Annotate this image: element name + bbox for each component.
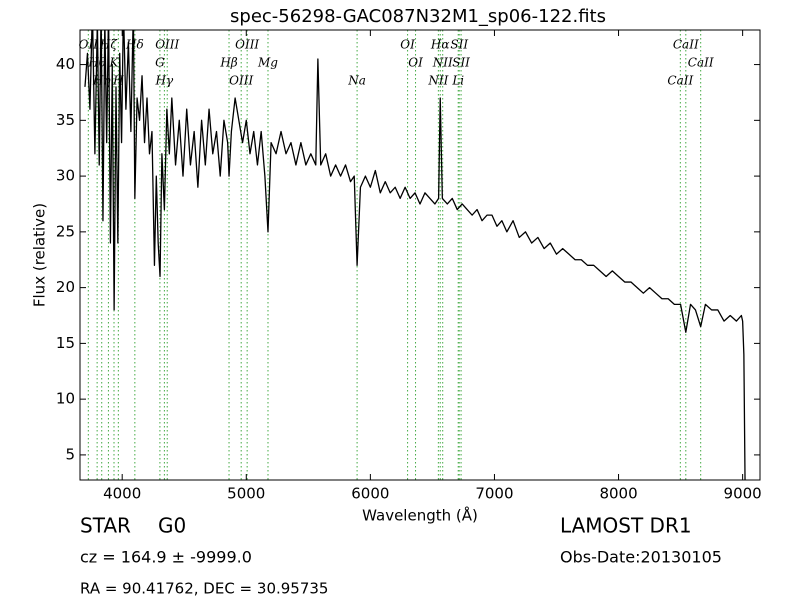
y-tick-label: 30 bbox=[56, 167, 75, 185]
spectral-line-label: NII bbox=[432, 56, 453, 70]
x-tick-label: 5000 bbox=[227, 485, 265, 503]
spectral-line-label: CaII bbox=[688, 56, 714, 70]
y-tick-label: 25 bbox=[56, 222, 75, 240]
x-tick-label: 7000 bbox=[475, 485, 513, 503]
spectral-line-label: Hβ bbox=[219, 56, 237, 70]
spectral-line-label: H bbox=[112, 74, 124, 88]
spectral-line-label: Mg bbox=[257, 56, 278, 70]
y-tick-label: 40 bbox=[56, 55, 75, 73]
x-tick-label: 6000 bbox=[351, 485, 389, 503]
spectral-line-label: OIII bbox=[235, 38, 259, 52]
object-subclass: G0 bbox=[158, 514, 186, 538]
spectral-line-label: OI bbox=[408, 56, 423, 70]
obs-date: Obs-Date:20130105 bbox=[560, 548, 722, 567]
plot-area bbox=[84, 30, 746, 480]
x-tick-label: 8000 bbox=[599, 485, 637, 503]
object-class: STAR bbox=[80, 514, 131, 538]
spectrum-line bbox=[84, 30, 746, 480]
y-tick-label: 35 bbox=[56, 111, 75, 129]
y-tick-label: 15 bbox=[56, 334, 75, 352]
redshift: cz = 164.9 ± -9999.0 bbox=[80, 548, 252, 567]
survey: LAMOST DR1 bbox=[560, 514, 692, 538]
x-tick-label: 4000 bbox=[103, 485, 141, 503]
chart-title: spec-56298-GAC087N32M1_sp06-122.fits bbox=[230, 6, 606, 27]
y-tick-label: 10 bbox=[56, 390, 75, 408]
spectral-line-label: OI bbox=[400, 38, 415, 52]
spectral-line-label: SII bbox=[452, 56, 470, 70]
y-axis-label: Flux (relative) bbox=[31, 203, 49, 307]
spectral-line-label: Hζ bbox=[99, 38, 118, 52]
spectral-line-label: G bbox=[155, 56, 165, 70]
spectral-line-label: OII bbox=[79, 38, 99, 52]
spectral-line-label: Na bbox=[347, 74, 366, 88]
y-tick-label: 5 bbox=[65, 445, 75, 463]
spectral-line-label: Hα bbox=[430, 38, 450, 52]
x-tick-label: 9000 bbox=[724, 485, 762, 503]
spectral-line-label: CaII bbox=[673, 38, 699, 52]
spectral-line-label: OIII bbox=[155, 38, 179, 52]
x-axis-label: Wavelength (Å) bbox=[362, 506, 478, 525]
spectral-line-label: Hγ bbox=[155, 74, 174, 88]
spectral-line-label: OIII bbox=[229, 74, 253, 88]
spectral-line-label: K bbox=[109, 56, 120, 70]
spectral-line-label: CaII bbox=[667, 74, 693, 88]
spectral-line-label: SII bbox=[450, 38, 468, 52]
spectral-line-label: Hδ bbox=[125, 38, 144, 52]
coordinates: RA = 90.41762, DEC = 30.95735 bbox=[80, 580, 328, 598]
spectral-line-label: NII bbox=[427, 74, 448, 88]
plot-frame bbox=[79, 29, 761, 481]
y-tick-label: 20 bbox=[56, 278, 75, 296]
spectral-line-label: Hη bbox=[92, 74, 111, 88]
spectral-line-label: Hθ bbox=[87, 56, 106, 70]
spectral-line-label: Li bbox=[451, 74, 464, 88]
